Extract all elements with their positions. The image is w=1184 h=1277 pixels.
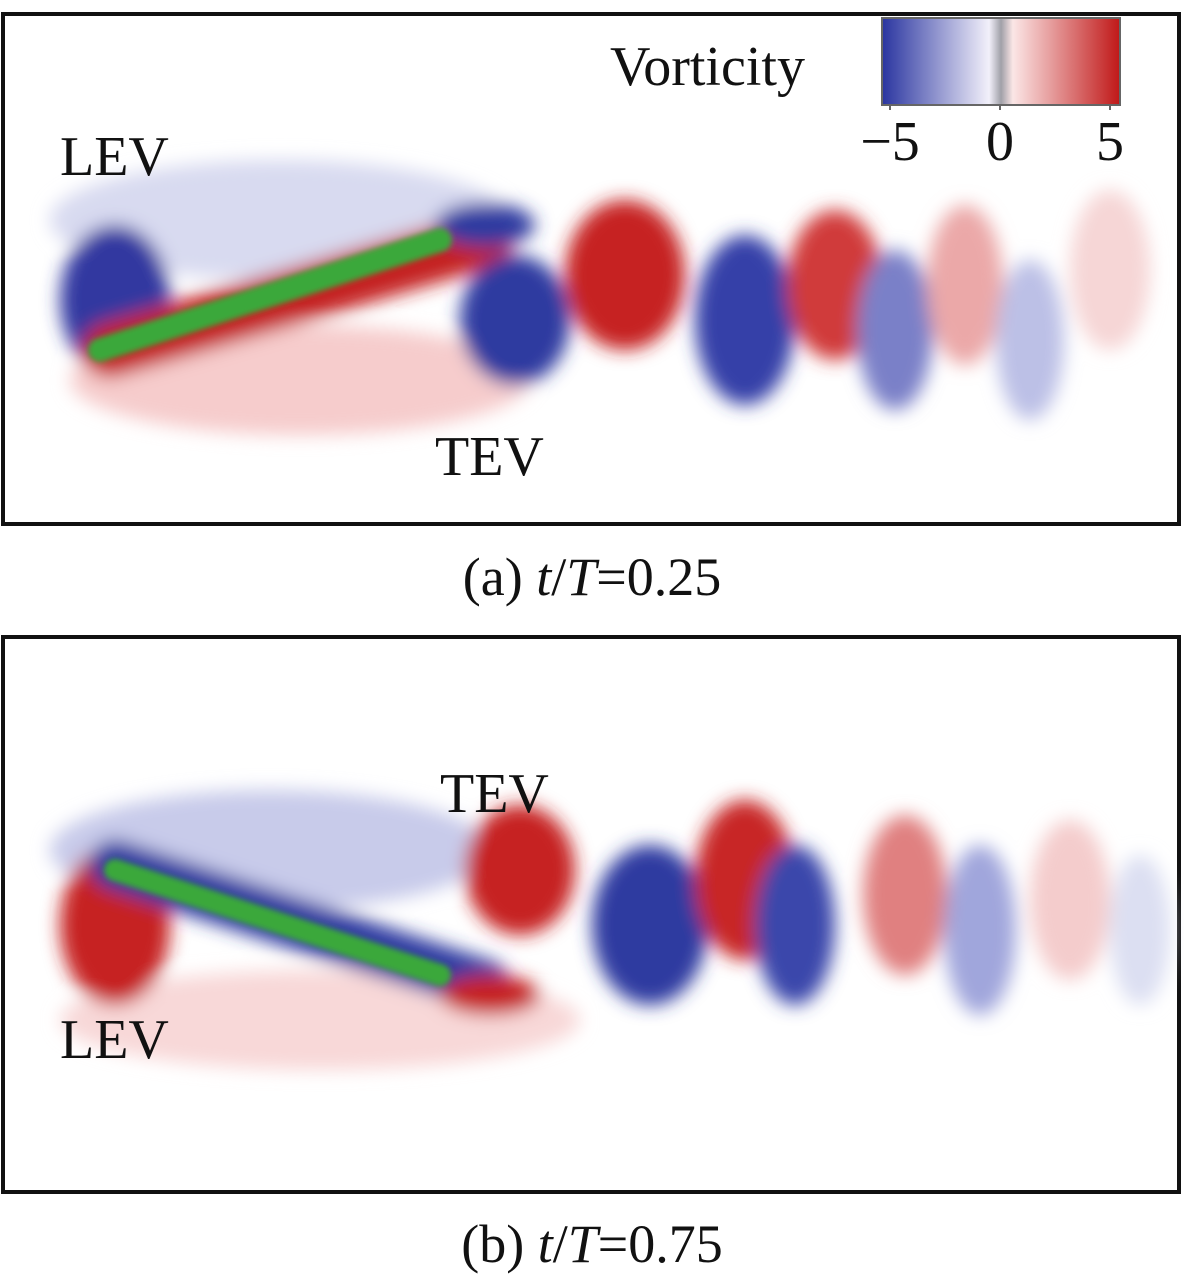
panel-a: LEV TEV Vorticity −5 0 5 (a) t/T=0.25 [1, 12, 1181, 607]
vortex-label: TEV [440, 763, 549, 825]
caption: (b) t/T=0.75 [461, 1214, 723, 1274]
caption-part: =0.25 [596, 547, 721, 607]
caption-part: (a) [463, 547, 536, 607]
wing [104, 859, 451, 986]
caption-part: / [551, 547, 566, 607]
caption-part: t [538, 1214, 555, 1274]
panel-b: TEV LEV (b) t/T=0.75 [1, 635, 1181, 1274]
vortex-label: LEV [60, 126, 169, 188]
caption: (a) t/T=0.25 [463, 547, 721, 607]
colorbar-scale [881, 17, 1121, 106]
caption-part: =0.75 [598, 1214, 723, 1274]
caption-part: / [553, 1214, 568, 1274]
colorbar-tick-label: 0 [986, 111, 1014, 173]
colorbar-tick-label: 5 [1096, 111, 1124, 173]
caption-part: T [568, 1214, 602, 1274]
vortex-label: TEV [435, 426, 544, 488]
caption-part: (b) [461, 1214, 537, 1274]
colorbar-ticks: −5 0 5 [860, 105, 1124, 173]
colorbar: Vorticity −5 0 5 [610, 17, 1124, 173]
wing [88, 228, 452, 362]
caption-part: t [536, 547, 553, 607]
vortex-label: LEV [60, 1009, 169, 1071]
colorbar-tick-label: −5 [860, 111, 920, 173]
vorticity-field [50, 160, 1150, 435]
colorbar-label: Vorticity [610, 36, 805, 98]
caption-part: T [566, 547, 600, 607]
